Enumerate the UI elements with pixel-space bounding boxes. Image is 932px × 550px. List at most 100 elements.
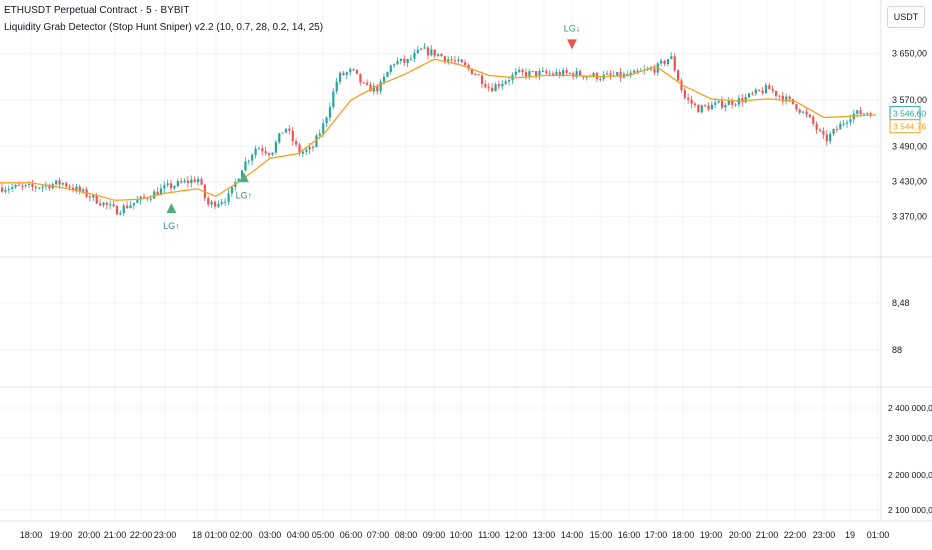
candle[interactable]	[633, 69, 636, 73]
candle[interactable]	[99, 198, 102, 207]
candle[interactable]	[724, 102, 727, 112]
candle[interactable]	[284, 128, 288, 134]
candle[interactable]	[859, 107, 862, 115]
candle[interactable]	[92, 194, 95, 202]
candle[interactable]	[420, 47, 423, 51]
candle[interactable]	[687, 93, 690, 104]
candle[interactable]	[190, 175, 193, 188]
candle[interactable]	[531, 70, 534, 73]
candle[interactable]	[717, 100, 720, 104]
symbol-title[interactable]: ETHUSDT Perpetual Contract · 5 · BYBIT	[4, 5, 190, 16]
candle[interactable]	[345, 71, 348, 80]
candle[interactable]	[535, 70, 538, 79]
candle[interactable]	[288, 125, 291, 135]
candle[interactable]	[808, 113, 812, 119]
candle[interactable]	[653, 64, 656, 76]
candle[interactable]	[7, 185, 10, 194]
candle[interactable]	[41, 185, 44, 193]
candle[interactable]	[541, 66, 544, 73]
candle[interactable]	[545, 68, 548, 76]
candle[interactable]	[416, 45, 419, 54]
candle[interactable]	[78, 184, 81, 195]
candle[interactable]	[105, 202, 108, 210]
candle[interactable]	[447, 55, 450, 65]
candle[interactable]	[278, 132, 281, 145]
candle[interactable]	[464, 59, 467, 68]
candle[interactable]	[710, 101, 713, 110]
candle[interactable]	[217, 200, 220, 208]
candle[interactable]	[866, 111, 869, 116]
candle[interactable]	[129, 201, 132, 209]
currency-button[interactable]: USDT	[887, 6, 925, 28]
candle[interactable]	[538, 68, 541, 81]
candle[interactable]	[403, 55, 406, 66]
candle[interactable]	[328, 102, 332, 122]
candle[interactable]	[109, 200, 112, 210]
candle[interactable]	[359, 73, 362, 86]
candle[interactable]	[82, 187, 85, 195]
candle[interactable]	[430, 45, 433, 57]
candle[interactable]	[173, 184, 176, 191]
candle[interactable]	[822, 127, 825, 140]
candle[interactable]	[153, 189, 156, 199]
candle[interactable]	[491, 83, 494, 93]
candle[interactable]	[528, 68, 531, 81]
candle[interactable]	[31, 179, 34, 192]
candle[interactable]	[768, 82, 771, 90]
candle[interactable]	[514, 68, 517, 79]
candle[interactable]	[443, 55, 446, 65]
candle[interactable]	[291, 126, 294, 146]
candle[interactable]	[524, 68, 528, 80]
candle[interactable]	[771, 85, 774, 93]
candle[interactable]	[751, 91, 754, 96]
candle[interactable]	[180, 177, 183, 184]
candle[interactable]	[210, 199, 213, 209]
candle[interactable]	[501, 79, 504, 91]
candle[interactable]	[565, 67, 568, 76]
candle[interactable]	[213, 200, 217, 210]
candle[interactable]	[244, 157, 247, 172]
candle[interactable]	[170, 179, 173, 193]
candle[interactable]	[11, 183, 14, 192]
candle[interactable]	[389, 64, 392, 75]
candle[interactable]	[704, 104, 707, 108]
candle[interactable]	[298, 142, 301, 156]
candle[interactable]	[504, 79, 507, 86]
candle[interactable]	[622, 71, 626, 79]
candle[interactable]	[568, 72, 572, 75]
candle[interactable]	[413, 49, 416, 63]
candle[interactable]	[666, 58, 670, 67]
candle[interactable]	[707, 102, 710, 111]
candle[interactable]	[758, 89, 761, 92]
candle[interactable]	[332, 88, 335, 110]
candle[interactable]	[396, 57, 399, 66]
candle[interactable]	[440, 53, 443, 57]
candle[interactable]	[484, 80, 487, 89]
candle[interactable]	[518, 66, 521, 74]
candle[interactable]	[75, 183, 78, 194]
candle[interactable]	[842, 120, 845, 127]
candle[interactable]	[176, 178, 179, 188]
candle[interactable]	[193, 176, 196, 183]
candle[interactable]	[578, 69, 582, 77]
candle[interactable]	[487, 82, 490, 92]
candle[interactable]	[48, 183, 51, 192]
candle[interactable]	[683, 87, 686, 100]
candle[interactable]	[727, 97, 730, 106]
candle[interactable]	[791, 99, 795, 105]
candle[interactable]	[629, 69, 632, 79]
candle[interactable]	[693, 101, 697, 108]
signal-marker-down[interactable]: LG↓	[564, 23, 581, 50]
candle[interactable]	[366, 79, 369, 86]
candle[interactable]	[511, 72, 514, 85]
candle[interactable]	[677, 68, 680, 81]
candle[interactable]	[335, 77, 338, 95]
candle[interactable]	[697, 103, 700, 113]
candle[interactable]	[477, 73, 480, 76]
candle[interactable]	[14, 183, 17, 189]
candle[interactable]	[386, 71, 389, 78]
candle[interactable]	[220, 198, 223, 206]
candle[interactable]	[616, 71, 619, 77]
candle[interactable]	[44, 181, 48, 191]
candle[interactable]	[764, 82, 768, 94]
